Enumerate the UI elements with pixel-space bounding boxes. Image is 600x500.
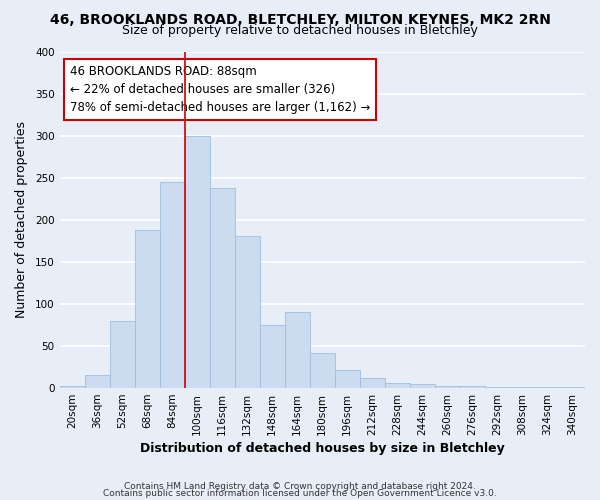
Bar: [560, 387, 585, 388]
Bar: [510, 387, 535, 388]
Text: 46, BROOKLANDS ROAD, BLETCHLEY, MILTON KEYNES, MK2 2RN: 46, BROOKLANDS ROAD, BLETCHLEY, MILTON K…: [50, 12, 550, 26]
Text: 46 BROOKLANDS ROAD: 88sqm
← 22% of detached houses are smaller (326)
78% of semi: 46 BROOKLANDS ROAD: 88sqm ← 22% of detac…: [70, 65, 370, 114]
Bar: [285, 312, 310, 388]
Bar: [335, 370, 360, 388]
Text: Contains public sector information licensed under the Open Government Licence v3: Contains public sector information licen…: [103, 489, 497, 498]
Bar: [85, 376, 110, 388]
Bar: [310, 352, 335, 388]
Bar: [435, 386, 460, 388]
X-axis label: Distribution of detached houses by size in Bletchley: Distribution of detached houses by size …: [140, 442, 505, 455]
Bar: [110, 321, 134, 388]
Bar: [485, 387, 510, 388]
Bar: [535, 387, 560, 388]
Bar: [185, 136, 209, 388]
Text: Contains HM Land Registry data © Crown copyright and database right 2024.: Contains HM Land Registry data © Crown c…: [124, 482, 476, 491]
Bar: [410, 384, 435, 388]
Y-axis label: Number of detached properties: Number of detached properties: [15, 122, 28, 318]
Bar: [160, 182, 185, 388]
Bar: [360, 378, 385, 388]
Bar: [209, 188, 235, 388]
Bar: [59, 386, 85, 388]
Bar: [134, 230, 160, 388]
Text: Size of property relative to detached houses in Bletchley: Size of property relative to detached ho…: [122, 24, 478, 37]
Bar: [260, 325, 285, 388]
Bar: [235, 236, 260, 388]
Bar: [460, 386, 485, 388]
Bar: [385, 383, 410, 388]
